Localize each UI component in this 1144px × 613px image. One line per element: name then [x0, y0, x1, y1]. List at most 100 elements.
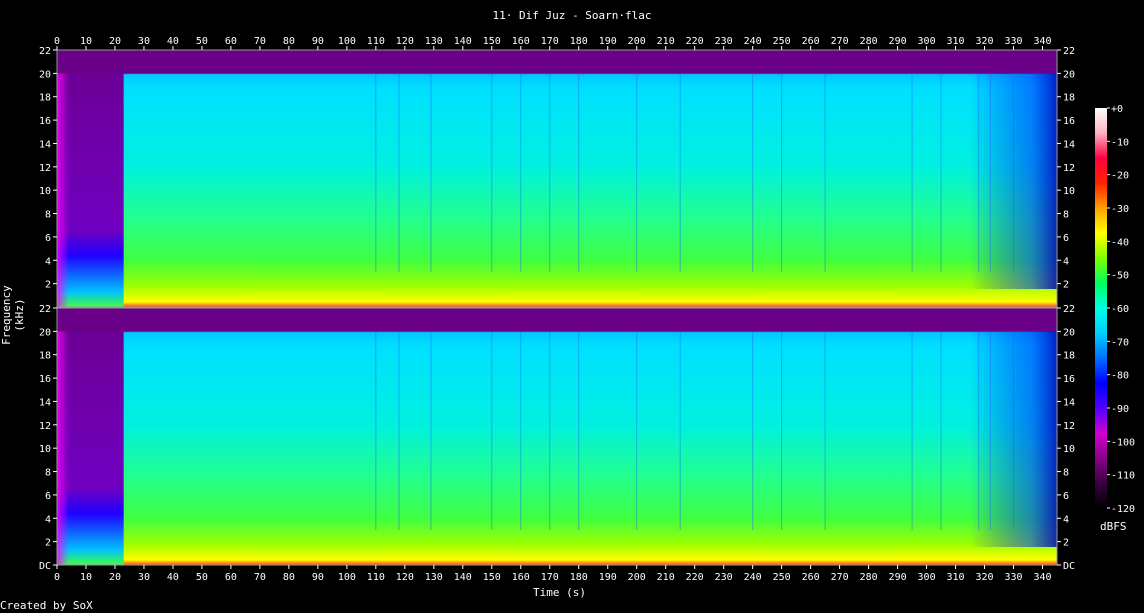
x-tick-label-bottom: 280 — [860, 572, 878, 583]
y-tick-label-right: 2 — [1063, 280, 1069, 291]
x-tick-label-bottom: 230 — [715, 572, 733, 583]
panel-frame — [56, 49, 1058, 308]
y-tick-label-right: 8 — [1063, 468, 1069, 479]
colorbar — [1095, 108, 1107, 508]
y-tick-label-right: 16 — [1063, 116, 1075, 127]
x-tick-label-bottom: 120 — [396, 572, 414, 583]
y-tick-label-left: 6 — [45, 491, 51, 502]
x-tick-label-top: 280 — [860, 36, 878, 47]
panel-frame — [56, 307, 1058, 566]
x-tick-label-top: 40 — [167, 36, 179, 47]
y-tick-label-right: 22 — [1063, 304, 1075, 315]
fade-out-region — [970, 73, 1057, 289]
y-tick-label-left: 12 — [39, 421, 51, 432]
y-tick-label-right: DC — [1063, 561, 1075, 572]
colorbar-tick-label: -40 — [1111, 237, 1129, 248]
y-tick-label-right: 8 — [1063, 210, 1069, 221]
colorbar-tick-label: -20 — [1111, 171, 1129, 182]
x-tick-label-bottom: 60 — [225, 572, 237, 583]
y-tick-label-right: 10 — [1063, 444, 1075, 455]
y-tick-label-left: DC — [39, 561, 51, 572]
colorbar-tick-label: -30 — [1111, 204, 1129, 215]
y-tick-label-right: 14 — [1063, 397, 1075, 408]
x-tick-label-bottom: 20 — [109, 572, 121, 583]
x-tick-label-top: 150 — [483, 36, 501, 47]
y-tick-label-right: 18 — [1063, 351, 1075, 362]
x-tick-label-bottom: 180 — [570, 572, 588, 583]
y-tick-label-right: 2 — [1063, 538, 1069, 549]
x-tick-label-bottom: 310 — [947, 572, 965, 583]
y-tick-label-right: 16 — [1063, 374, 1075, 385]
spectrogram-body — [57, 50, 1057, 307]
x-tick-label-bottom: 160 — [512, 572, 530, 583]
x-tick-label-top: 220 — [686, 36, 704, 47]
x-tick-label-bottom: 80 — [283, 572, 295, 583]
colorbar-tick-label: -110 — [1111, 471, 1135, 482]
x-tick-label-top: 260 — [802, 36, 820, 47]
x-tick-label-bottom: 130 — [425, 572, 443, 583]
x-tick-label-top: 140 — [454, 36, 472, 47]
y-tick-label-left: 6 — [45, 233, 51, 244]
x-tick-label-bottom: 150 — [483, 572, 501, 583]
colorbar-tick-label: -70 — [1111, 337, 1129, 348]
x-axis-label: Time (s) — [533, 586, 586, 599]
x-tick-label-top: 0 — [54, 36, 60, 47]
y-tick-label-left: 16 — [39, 116, 51, 127]
above-cutoff-band — [57, 50, 1057, 74]
x-tick-label-bottom: 220 — [686, 572, 704, 583]
x-tick-label-top: 240 — [744, 36, 762, 47]
y-tick-label-left: 18 — [39, 93, 51, 104]
x-tick-label-top: 340 — [1033, 36, 1051, 47]
x-tick-label-bottom: 70 — [254, 572, 266, 583]
y-tick-label-left: 8 — [45, 468, 51, 479]
y-tick-label-left: 4 — [45, 256, 51, 267]
x-tick-label-bottom: 40 — [167, 572, 179, 583]
x-tick-label-top: 210 — [657, 36, 675, 47]
y-tick-label-right: 20 — [1063, 69, 1075, 80]
spectrogram-body — [57, 308, 1057, 565]
x-tick-label-bottom: 50 — [196, 572, 208, 583]
x-tick-label-top: 300 — [918, 36, 936, 47]
y-tick-label-right: 22 — [1063, 46, 1075, 57]
credit-text: Created by SoX — [0, 599, 93, 612]
x-tick-label-bottom: 340 — [1033, 572, 1051, 583]
y-tick-label-left: 8 — [45, 210, 51, 221]
colorbar-tick-label: -60 — [1111, 304, 1129, 315]
colorbar-tick-label: -90 — [1111, 404, 1129, 415]
y-tick-label-left: 16 — [39, 374, 51, 385]
x-tick-label-top: 250 — [773, 36, 791, 47]
y-tick-label-left: 22 — [39, 46, 51, 57]
x-tick-label-bottom: 330 — [1004, 572, 1022, 583]
x-tick-label-top: 20 — [109, 36, 121, 47]
x-tick-label-bottom: 140 — [454, 572, 472, 583]
x-tick-label-top: 100 — [338, 36, 356, 47]
x-tick-label-bottom: 100 — [338, 572, 356, 583]
x-tick-label-bottom: 190 — [599, 572, 617, 583]
x-tick-label-top: 200 — [628, 36, 646, 47]
x-tick-label-top: 160 — [512, 36, 530, 47]
x-tick-label-top: 30 — [138, 36, 150, 47]
colorbar-tick-label: -120 — [1111, 504, 1135, 515]
colorbar-tick-label: -50 — [1111, 271, 1129, 282]
channel-panel-1 — [56, 49, 1058, 308]
y-tick-label-right: 4 — [1063, 514, 1069, 525]
colorbar-tick-label: -80 — [1111, 371, 1129, 382]
x-tick-label-bottom: 110 — [367, 572, 385, 583]
x-tick-label-top: 320 — [976, 36, 994, 47]
x-tick-label-bottom: 0 — [54, 572, 60, 583]
x-tick-label-bottom: 210 — [657, 572, 675, 583]
x-tick-label-top: 120 — [396, 36, 414, 47]
y-tick-label-right: 4 — [1063, 256, 1069, 267]
y-tick-label-left: 20 — [39, 327, 51, 338]
x-tick-label-top: 190 — [599, 36, 617, 47]
y-tick-label-left: 18 — [39, 351, 51, 362]
x-tick-label-bottom: 260 — [802, 572, 820, 583]
x-tick-label-bottom: 240 — [744, 572, 762, 583]
intro-edge — [57, 308, 69, 565]
x-tick-label-top: 310 — [947, 36, 965, 47]
y-tick-label-right: 6 — [1063, 233, 1069, 244]
y-tick-label-right: 12 — [1063, 421, 1075, 432]
x-tick-label-top: 270 — [831, 36, 849, 47]
x-tick-label-bottom: 10 — [80, 572, 92, 583]
